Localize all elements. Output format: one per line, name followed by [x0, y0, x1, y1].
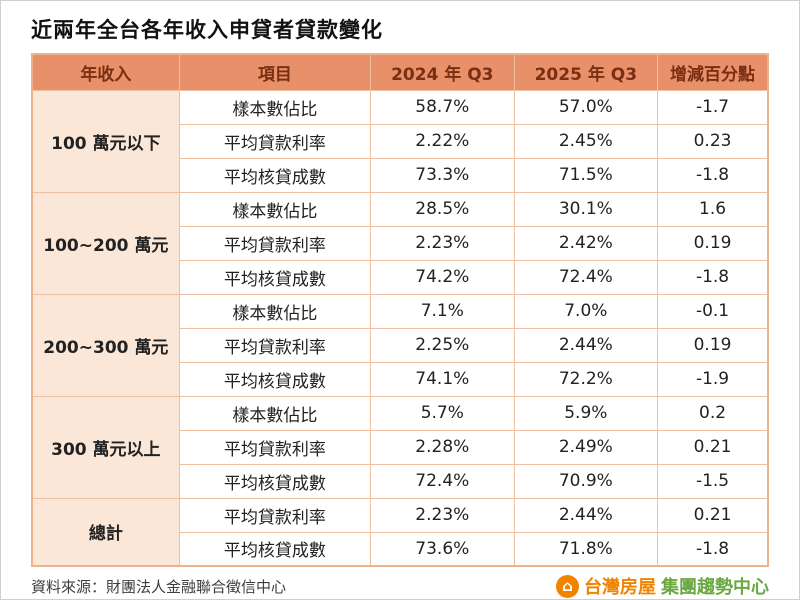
table-row: 平均核貸成數 74.1% 72.2% -1.9	[32, 361, 769, 397]
change-cell: -1.8	[657, 531, 769, 567]
item-cell: 平均貸款利率	[178, 225, 372, 261]
change-cell: -1.9	[657, 361, 769, 397]
item-cell: 平均核貸成數	[178, 463, 372, 499]
value-2025-cell: 2.44%	[513, 327, 659, 363]
item-cell: 樣本數佔比	[178, 395, 372, 431]
item-cell: 平均核貸成數	[178, 361, 372, 397]
data-source: 資料來源：財團法人金融聯合徵信中心	[31, 577, 287, 596]
value-2024-cell: 73.3%	[370, 157, 515, 193]
income-group-label: 200~300 萬元	[31, 293, 180, 397]
value-2025-cell: 70.9%	[513, 463, 659, 499]
value-2024-cell: 2.23%	[370, 497, 515, 533]
brand-logo: ⌂ 台灣房屋 集團趨勢中心	[556, 573, 769, 599]
table-row: 平均核貸成數 72.4% 70.9% -1.5	[32, 463, 769, 499]
item-cell: 平均核貸成數	[178, 157, 372, 193]
income-group-label: 總計	[31, 497, 180, 567]
value-2025-cell: 71.5%	[513, 157, 659, 193]
change-cell: 0.21	[657, 429, 769, 465]
header-row: 年收入 項目 2024 年 Q3 2025 年 Q3 增減百分點	[31, 53, 769, 91]
table-row: 總計 平均貸款利率 2.23% 2.44% 0.21	[31, 497, 769, 567]
value-2025-cell: 71.8%	[513, 531, 659, 567]
income-group-label: 100 萬元以下	[31, 89, 180, 193]
value-2024-cell: 28.5%	[370, 191, 515, 227]
value-2024-cell: 58.7%	[370, 89, 515, 125]
change-cell: -1.8	[657, 157, 769, 193]
page-title: 近兩年全台各年收入申貸者貸款變化	[31, 18, 383, 42]
col-header-income: 年收入	[31, 53, 180, 91]
item-cell: 樣本數佔比	[178, 293, 372, 329]
brand-suffix: 集團趨勢中心	[661, 577, 769, 598]
value-2025-cell: 2.44%	[513, 497, 659, 533]
loan-change-table: 年收入 項目 2024 年 Q3 2025 年 Q3 增減百分點 100 萬元以…	[31, 53, 769, 567]
value-2024-cell: 74.2%	[370, 259, 515, 295]
house-icon: ⌂	[556, 574, 579, 598]
value-2024-cell: 2.28%	[370, 429, 515, 465]
change-cell: 0.21	[657, 497, 769, 533]
change-cell: -1.5	[657, 463, 769, 499]
col-header-2025q3: 2025 年 Q3	[513, 53, 659, 91]
table-row: 300 萬元以上 樣本數佔比 5.7% 5.9% 0.2	[31, 395, 769, 499]
table-row: 平均貸款利率 2.22% 2.45% 0.23	[32, 123, 769, 159]
value-2025-cell: 2.45%	[513, 123, 659, 159]
table-row: 平均核貸成數 73.3% 71.5% -1.8	[32, 157, 769, 193]
value-2024-cell: 2.22%	[370, 123, 515, 159]
change-cell: 0.2	[657, 395, 769, 431]
value-2024-cell: 72.4%	[370, 463, 515, 499]
value-2024-cell: 2.25%	[370, 327, 515, 363]
item-cell: 平均核貸成數	[178, 259, 372, 295]
value-2024-cell: 74.1%	[370, 361, 515, 397]
value-2025-cell: 72.2%	[513, 361, 659, 397]
col-header-item: 項目	[178, 53, 372, 91]
income-group-label: 100~200 萬元	[31, 191, 180, 295]
change-cell: 0.19	[657, 225, 769, 261]
value-2025-cell: 2.49%	[513, 429, 659, 465]
table-row: 平均核貸成數 74.2% 72.4% -1.8	[32, 259, 769, 295]
change-cell: -1.7	[657, 89, 769, 125]
item-cell: 平均貸款利率	[178, 123, 372, 159]
col-header-change: 增減百分點	[657, 53, 769, 91]
value-2024-cell: 5.7%	[370, 395, 515, 431]
change-cell: 0.19	[657, 327, 769, 363]
table-row: 平均核貸成數 73.6% 71.8% -1.8	[32, 531, 769, 567]
table-row: 200~300 萬元 樣本數佔比 7.1% 7.0% -0.1	[31, 293, 769, 397]
value-2025-cell: 5.9%	[513, 395, 659, 431]
footer: 資料來源：財團法人金融聯合徵信中心 ⌂ 台灣房屋 集團趨勢中心	[31, 573, 769, 599]
item-cell: 平均貸款利率	[178, 429, 372, 465]
value-2025-cell: 7.0%	[513, 293, 659, 329]
value-2024-cell: 7.1%	[370, 293, 515, 329]
item-cell: 平均貸款利率	[178, 327, 372, 363]
value-2024-cell: 73.6%	[370, 531, 515, 567]
item-cell: 樣本數佔比	[178, 191, 372, 227]
income-group-label: 300 萬元以上	[31, 395, 180, 499]
table-row: 100~200 萬元 樣本數佔比 28.5% 30.1% 1.6	[31, 191, 769, 295]
item-cell: 樣本數佔比	[178, 89, 372, 125]
table-row: 100 萬元以下 樣本數佔比 58.7% 57.0% -1.7	[31, 89, 769, 193]
item-cell: 平均核貸成數	[178, 531, 372, 567]
value-2024-cell: 2.23%	[370, 225, 515, 261]
value-2025-cell: 72.4%	[513, 259, 659, 295]
table-row: 平均貸款利率 2.23% 2.42% 0.19	[32, 225, 769, 261]
brand-name: 台灣房屋	[584, 577, 656, 598]
item-cell: 平均貸款利率	[178, 497, 372, 533]
table-row: 平均貸款利率 2.28% 2.49% 0.21	[32, 429, 769, 465]
value-2025-cell: 2.42%	[513, 225, 659, 261]
value-2025-cell: 30.1%	[513, 191, 659, 227]
change-cell: -0.1	[657, 293, 769, 329]
value-2025-cell: 57.0%	[513, 89, 659, 125]
change-cell: 0.23	[657, 123, 769, 159]
col-header-2024q3: 2024 年 Q3	[370, 53, 515, 91]
change-cell: -1.8	[657, 259, 769, 295]
change-cell: 1.6	[657, 191, 769, 227]
